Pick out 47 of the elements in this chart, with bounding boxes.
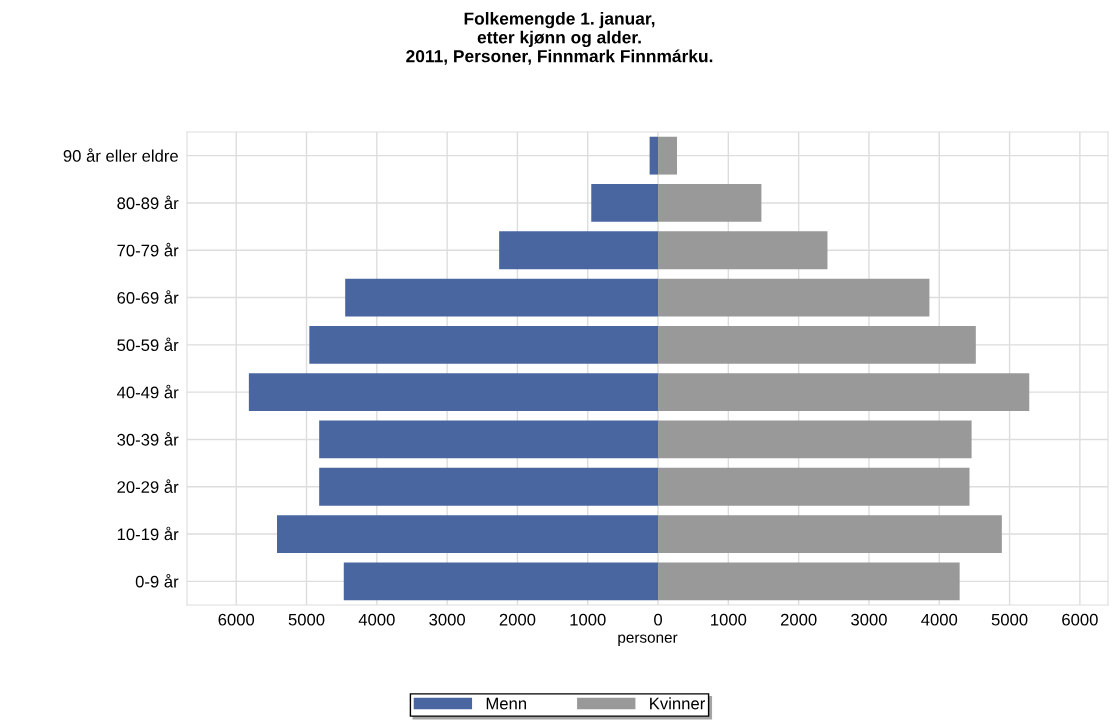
bar bbox=[658, 420, 972, 459]
bar bbox=[499, 231, 659, 270]
y-tick-label: 60-69 år bbox=[117, 290, 179, 304]
y-tick-label: 30-39 år bbox=[117, 432, 179, 446]
x-tick-label: 6000 bbox=[1062, 613, 1098, 626]
x-tick-label: 1000 bbox=[711, 613, 747, 626]
bar bbox=[658, 562, 960, 601]
bar bbox=[658, 325, 976, 364]
bar bbox=[591, 184, 659, 222]
x-tick-label: 1000 bbox=[570, 613, 606, 626]
x-tick-label: 3000 bbox=[429, 613, 466, 626]
chart-title: Folkemengde 1. januar, etter kjønn og alder. 2011, Personer, Finnmark Finnmárku. bbox=[406, 12, 713, 65]
x-tick-label: 5000 bbox=[288, 613, 325, 626]
x-tick-label: 6000 bbox=[218, 613, 255, 626]
x-tick-label: 4000 bbox=[921, 613, 958, 626]
legend-label: Menn bbox=[486, 697, 527, 710]
bar bbox=[658, 231, 828, 270]
y-tick-label: 50-59 år bbox=[117, 337, 179, 352]
bar bbox=[658, 373, 1030, 412]
y-tick-label: 90 år eller eldre bbox=[63, 148, 178, 162]
bar bbox=[319, 420, 659, 459]
bar bbox=[345, 278, 659, 317]
bar bbox=[649, 136, 659, 175]
y-tick-label: 70-79 år bbox=[117, 242, 179, 257]
bar bbox=[658, 136, 678, 175]
y-tick-label: 80-89 år bbox=[117, 195, 179, 210]
x-tick-label: 4000 bbox=[358, 613, 395, 626]
y-tick-label: 10-19 år bbox=[117, 526, 179, 541]
x-tick-label: 3000 bbox=[851, 613, 887, 626]
x-tick-label: 2000 bbox=[499, 613, 536, 626]
y-tick-label: 0-9 år bbox=[135, 573, 179, 588]
bar bbox=[658, 278, 930, 317]
bar bbox=[658, 467, 970, 506]
bar bbox=[309, 325, 659, 364]
x-tick-label: 0 bbox=[654, 613, 663, 626]
bar bbox=[343, 562, 659, 601]
x-tick-label: 5000 bbox=[991, 613, 1028, 626]
y-tick-label: 20-29 år bbox=[117, 479, 179, 493]
bar bbox=[248, 373, 659, 412]
y-tick-label: 40-49 år bbox=[116, 384, 179, 399]
legend-label: Kvinner bbox=[650, 697, 705, 710]
bar bbox=[658, 515, 1002, 553]
x-axis-title: personer bbox=[618, 634, 678, 646]
bar bbox=[276, 515, 659, 553]
bar bbox=[658, 184, 762, 222]
x-tick-label: 2000 bbox=[780, 613, 817, 626]
bar bbox=[319, 467, 659, 506]
